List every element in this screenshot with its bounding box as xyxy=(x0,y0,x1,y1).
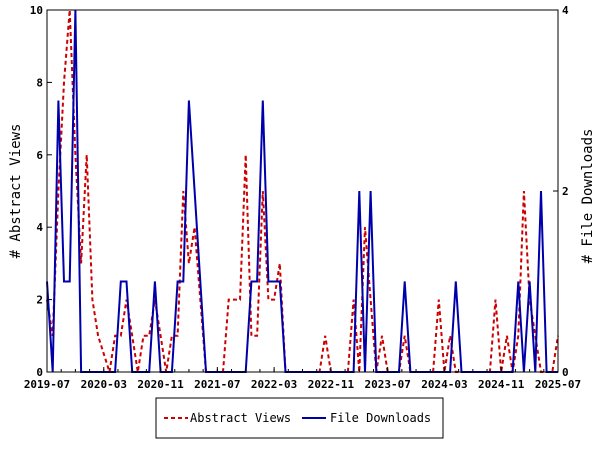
x-tick-label: 2020-03 xyxy=(81,378,127,391)
series-line-abstract-views xyxy=(46,9,559,373)
left-tick-label: 6 xyxy=(36,149,43,162)
legend-box xyxy=(155,397,444,439)
x-tick-label: 2020-11 xyxy=(137,378,184,391)
x-tick-label: 2024-03 xyxy=(421,378,467,391)
legend-label-file-downloads: File Downloads xyxy=(330,411,431,425)
right-axis: 0 2 4 xyxy=(553,4,569,379)
plot-frame xyxy=(46,9,559,373)
x-axis: 2019-07 2020-03 2020-11 2021-07 2022-03 2022-… xyxy=(24,367,581,391)
x-tick-label: 2024-11 xyxy=(478,378,525,391)
x-tick-label: 2021-07 xyxy=(194,378,240,391)
left-tick-label: 8 xyxy=(36,76,43,89)
left-tick-label: 2 xyxy=(36,294,43,307)
right-tick-label: 4 xyxy=(562,4,569,17)
right-tick-label: 2 xyxy=(562,185,569,198)
left-tick-label: 0 xyxy=(36,366,43,379)
right-tick-label: 0 xyxy=(562,366,569,379)
left-axis-title: # Abstract Views xyxy=(8,124,24,259)
left-axis: 0 2 4 6 8 10 xyxy=(30,4,52,379)
x-tick-label: 2025-07 xyxy=(535,378,581,391)
x-tick-label: 2022-03 xyxy=(251,378,297,391)
series-line-file-downloads xyxy=(46,9,558,373)
x-tick-label: 2019-07 xyxy=(24,378,70,391)
x-tick-label: 2022-11 xyxy=(308,378,355,391)
x-tick-label: 2023-07 xyxy=(364,378,410,391)
legend: Abstract Views File Downloads xyxy=(155,397,444,439)
plot-area xyxy=(46,9,559,373)
left-tick-label: 10 xyxy=(30,4,43,17)
left-tick-label: 4 xyxy=(36,221,43,234)
right-axis-title: # File Downloads xyxy=(580,129,596,264)
legend-label-abstract-views: Abstract Views xyxy=(190,411,291,425)
